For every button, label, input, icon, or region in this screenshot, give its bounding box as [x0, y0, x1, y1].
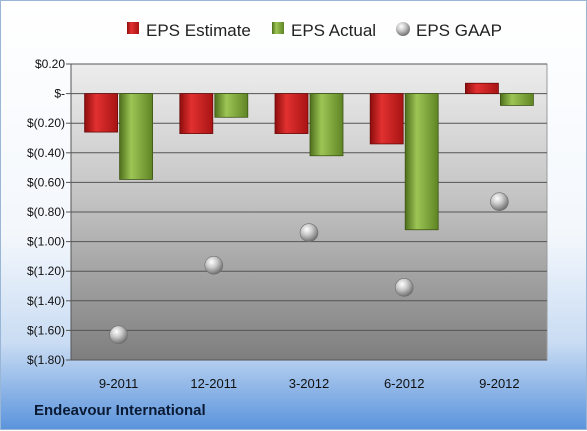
- y-tick-label: $(0.80): [27, 205, 65, 219]
- bar-eps-actual: [309, 93, 344, 157]
- marker-eps-gaap: [394, 278, 414, 297]
- marker-eps-gaap: [299, 223, 319, 243]
- bar-eps-estimate: [84, 93, 118, 133]
- x-tick-label: 3-2012: [289, 376, 329, 391]
- legend-item-eps-actual: EPS Actual: [272, 21, 376, 40]
- y-tick-label: $0.20: [35, 57, 65, 71]
- gaap-markers: [109, 192, 509, 345]
- bar-eps-actual: [119, 93, 153, 180]
- bars: [84, 82, 534, 231]
- y-tick-label: $(1.80): [27, 353, 65, 367]
- y-tick-label: $(1.20): [27, 264, 65, 278]
- marker-eps-gaap: [204, 255, 224, 275]
- y-tick-label: $(0.60): [27, 175, 65, 189]
- legend-swatch-estimate: [127, 22, 139, 34]
- legend-item-eps-estimate: EPS Estimate: [127, 21, 251, 40]
- bar-eps-actual: [214, 93, 249, 118]
- marker-eps-gaap: [109, 325, 128, 345]
- y-axis: $0.20 $- $(0.20) $(0.40) $(0.60) $(0.80) $(1.0…: [27, 57, 72, 367]
- bar-eps-estimate: [464, 82, 499, 94]
- legend-label-gaap: EPS GAAP: [416, 21, 502, 40]
- legend: EPS Estimate EPS Actual EPS GAAP: [127, 21, 502, 40]
- bar-eps-estimate: [179, 93, 214, 134]
- x-tick-label: 9-2011: [99, 376, 139, 391]
- x-tick-label: 12-2011: [190, 376, 237, 391]
- bar-eps-actual: [404, 93, 439, 231]
- bar-eps-estimate: [274, 93, 309, 134]
- company-name: Endeavour International: [34, 402, 206, 419]
- y-tick-label: $(1.00): [27, 235, 65, 249]
- legend-swatch-actual: [272, 22, 284, 34]
- x-axis: 9-2011 12-2011 3-2012 6-2012 9-2012: [99, 376, 520, 391]
- y-tick-label: $(0.20): [27, 116, 65, 130]
- x-tick-label: 9-2012: [479, 376, 519, 391]
- legend-swatch-gaap: [396, 22, 410, 36]
- y-tick-label: $(0.40): [27, 146, 65, 160]
- y-tick-label: $(1.40): [27, 294, 65, 308]
- bar-eps-actual: [499, 93, 534, 106]
- legend-label-estimate: EPS Estimate: [146, 21, 251, 40]
- y-tick-label: $-: [54, 87, 65, 101]
- x-tick-label: 6-2012: [384, 376, 424, 391]
- bar-eps-estimate: [369, 93, 404, 145]
- legend-label-actual: EPS Actual: [291, 21, 376, 40]
- marker-eps-gaap: [490, 192, 509, 211]
- y-tick-label: $(1.60): [27, 323, 65, 337]
- legend-item-eps-gaap: EPS GAAP: [396, 21, 502, 40]
